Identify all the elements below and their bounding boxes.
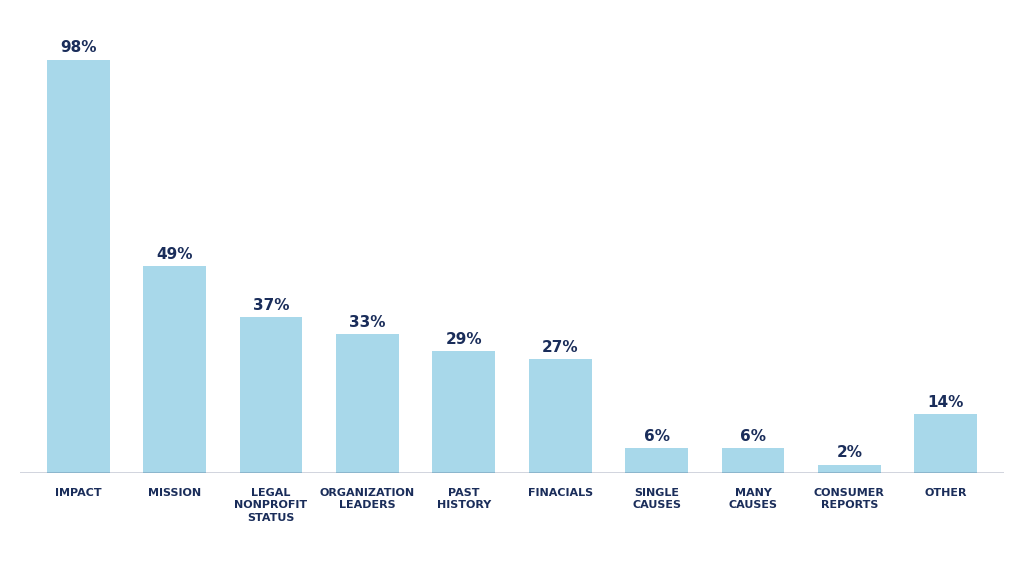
Text: IMPACT: IMPACT	[55, 488, 101, 498]
Text: FINACIALS: FINACIALS	[527, 488, 593, 498]
Bar	[432, 351, 496, 473]
Text: 37%: 37%	[253, 298, 290, 313]
Bar	[240, 317, 302, 473]
Bar	[336, 334, 398, 473]
Bar	[47, 59, 110, 473]
Text: 2%: 2%	[837, 445, 862, 460]
Text: 49%: 49%	[157, 247, 193, 262]
Text: LEGAL
NONPROFIT
STATUS: LEGAL NONPROFIT STATUS	[234, 488, 307, 523]
Bar	[914, 414, 977, 473]
Text: ORGANIZATION
LEADERS: ORGANIZATION LEADERS	[319, 488, 415, 510]
Text: 29%: 29%	[445, 332, 482, 347]
Bar	[818, 464, 881, 473]
Text: 27%: 27%	[542, 340, 579, 355]
Text: CONSUMER
REPORTS: CONSUMER REPORTS	[814, 488, 885, 510]
Text: 14%: 14%	[928, 395, 964, 410]
Bar	[722, 448, 784, 473]
Text: 6%: 6%	[740, 429, 766, 444]
Text: MANY
CAUSES: MANY CAUSES	[728, 488, 777, 510]
Text: OTHER: OTHER	[925, 488, 967, 498]
Text: MISSION: MISSION	[148, 488, 202, 498]
Text: 33%: 33%	[349, 314, 386, 329]
Bar	[143, 267, 206, 473]
Text: 98%: 98%	[60, 40, 96, 55]
Text: PAST
HISTORY: PAST HISTORY	[436, 488, 490, 510]
Bar	[528, 359, 592, 473]
Text: 6%: 6%	[643, 429, 670, 444]
Text: SINGLE
CAUSES: SINGLE CAUSES	[632, 488, 681, 510]
Bar	[626, 448, 688, 473]
